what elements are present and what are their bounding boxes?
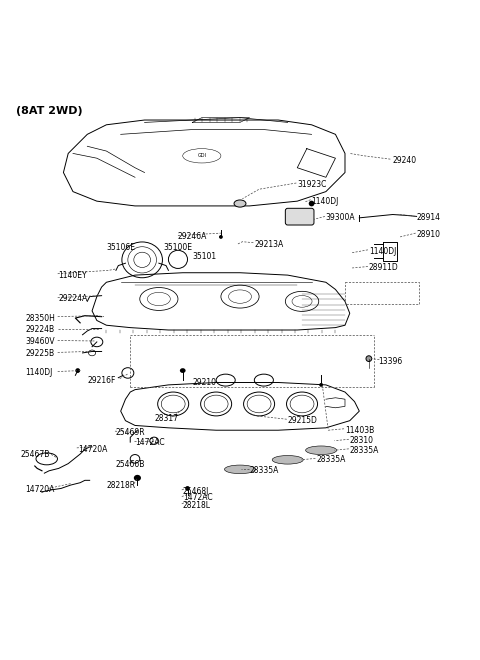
Text: 28335A: 28335A (350, 446, 379, 455)
Text: 39460V: 39460V (25, 337, 55, 346)
Text: 25468J: 25468J (183, 487, 209, 496)
Ellipse shape (366, 356, 372, 362)
FancyBboxPatch shape (285, 209, 314, 225)
Ellipse shape (234, 200, 246, 207)
Text: 29240: 29240 (393, 156, 417, 165)
Text: 29246A: 29246A (178, 232, 207, 242)
Text: 39300A: 39300A (326, 213, 356, 222)
Text: 25469R: 25469R (116, 428, 145, 437)
Text: 28911D: 28911D (369, 263, 398, 273)
Text: 29210: 29210 (192, 378, 216, 387)
Text: 25467B: 25467B (21, 449, 50, 459)
Text: 14720A: 14720A (25, 485, 55, 494)
Text: 28335A: 28335A (250, 466, 279, 475)
Ellipse shape (319, 383, 323, 387)
Text: 1472AC: 1472AC (183, 494, 212, 502)
Text: 1472AC: 1472AC (135, 438, 165, 447)
Text: (8AT 2WD): (8AT 2WD) (16, 106, 83, 116)
Text: 35100E: 35100E (164, 244, 192, 252)
Ellipse shape (306, 446, 336, 455)
Text: 29224B: 29224B (25, 325, 54, 335)
Text: 1140EY: 1140EY (59, 271, 87, 280)
Ellipse shape (185, 486, 190, 491)
Text: 35106E: 35106E (107, 244, 135, 252)
Text: 28335A: 28335A (316, 455, 346, 464)
Text: 28218R: 28218R (107, 480, 135, 490)
Text: 35101: 35101 (192, 251, 216, 261)
Ellipse shape (309, 201, 314, 207)
Text: 28218L: 28218L (183, 501, 211, 510)
Ellipse shape (180, 368, 186, 373)
Text: 29224A: 29224A (59, 294, 88, 304)
Text: 28914: 28914 (417, 213, 441, 222)
Text: 29216F: 29216F (87, 376, 116, 385)
Text: 29213A: 29213A (254, 240, 284, 249)
Text: 1140DJ: 1140DJ (25, 368, 53, 378)
Text: 29225B: 29225B (25, 349, 54, 358)
Text: 1140DJ: 1140DJ (369, 247, 396, 256)
Text: 28317: 28317 (154, 414, 178, 423)
Text: 31923C: 31923C (297, 180, 327, 189)
Ellipse shape (75, 368, 80, 373)
Ellipse shape (272, 455, 303, 464)
Text: 13396: 13396 (378, 356, 403, 366)
Text: 28350H: 28350H (25, 314, 55, 323)
Text: 28310: 28310 (350, 436, 374, 446)
Text: GDI: GDI (197, 153, 206, 158)
Text: 14720A: 14720A (78, 445, 107, 454)
Ellipse shape (219, 235, 223, 239)
Text: 1140DJ: 1140DJ (312, 197, 339, 206)
Text: 11403B: 11403B (345, 426, 374, 435)
Ellipse shape (225, 465, 255, 474)
Text: 25466B: 25466B (116, 460, 145, 469)
Ellipse shape (134, 475, 141, 481)
Text: 28910: 28910 (417, 230, 441, 239)
Text: 29215D: 29215D (288, 416, 318, 425)
